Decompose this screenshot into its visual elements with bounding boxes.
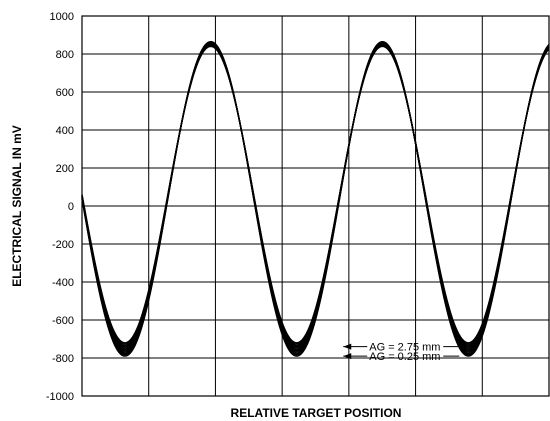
plot-frame	[81, 15, 550, 397]
y-tick-label: -600	[52, 315, 74, 327]
signal-series	[81, 44, 550, 348]
signal-series	[81, 44, 550, 347]
y-tick-label: -800	[52, 353, 74, 365]
x-axis-label: RELATIVE TARGET POSITION	[231, 406, 402, 420]
signal-series	[81, 42, 550, 353]
y-axis-label: ELECTRICAL SIGNAL IN mV	[10, 125, 24, 287]
y-tick-label: -200	[52, 239, 74, 251]
signal-series	[81, 43, 550, 349]
y-tick-label: 400	[56, 125, 74, 137]
y-tick-label: 200	[56, 163, 74, 175]
y-tick-label: 600	[56, 87, 74, 99]
y-tick-label: -400	[52, 277, 74, 289]
y-tick-labels: 1000 800 600 400 200 0 -200 -400 -600 -800 -1000	[46, 11, 74, 403]
signal-curves	[81, 40, 550, 357]
y-tick-label: -1000	[46, 391, 74, 403]
annotation-label: AG = 0.25 mm	[369, 351, 440, 363]
signal-series	[81, 45, 550, 344]
signal-series	[81, 43, 550, 351]
annotation-label: AG = 2.75 mm	[369, 342, 440, 354]
annotation-arrowhead	[343, 353, 352, 360]
y-tick-label: 0	[68, 201, 74, 213]
signal-series	[81, 45, 550, 345]
signal-series	[81, 42, 550, 352]
signal-series	[81, 40, 550, 357]
y-tick-label: 800	[56, 49, 74, 61]
annotation-arrowhead	[343, 343, 352, 350]
y-tick-label: 1000	[50, 11, 74, 23]
